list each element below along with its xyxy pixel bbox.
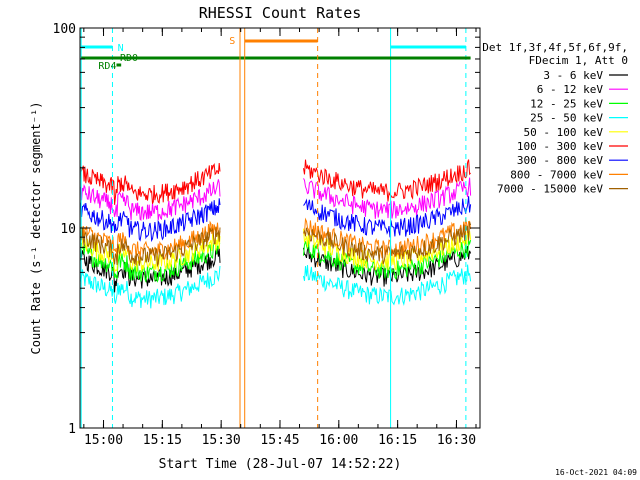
legend-entry-label: 300 - 800 keV bbox=[517, 154, 603, 167]
annotation-s: S bbox=[229, 36, 235, 47]
annotation-n: N bbox=[118, 43, 124, 54]
series-line bbox=[303, 177, 472, 219]
series-line bbox=[303, 196, 472, 238]
footer-timestamp: 16-Oct-2021 04:09 bbox=[555, 468, 637, 477]
legend-entry-label: 25 - 50 keV bbox=[530, 112, 603, 125]
annotation-rd4: RD4 bbox=[98, 61, 116, 72]
series-line bbox=[303, 264, 472, 307]
y-tick-label: 10 bbox=[60, 222, 76, 237]
legend-entry-label: 800 - 7000 keV bbox=[510, 168, 603, 181]
legend-entry-label: 7000 - 15000 keV bbox=[497, 183, 603, 196]
chart-title: RHESSI Count Rates bbox=[199, 4, 362, 22]
series-line bbox=[79, 232, 221, 274]
x-tick-label: 15:45 bbox=[260, 433, 299, 448]
series-line bbox=[303, 245, 472, 287]
series-6-12keV bbox=[79, 177, 472, 221]
legend-header-line-2: FDecim 1, Att 0 bbox=[529, 54, 628, 67]
legend-entry-label: 3 - 6 keV bbox=[543, 69, 603, 82]
series-layer bbox=[79, 159, 472, 309]
series-line bbox=[303, 159, 471, 202]
x-tick-label: 16:00 bbox=[319, 433, 358, 448]
series-300-800keV bbox=[79, 196, 472, 243]
series-line bbox=[79, 265, 221, 309]
series-25-50keV bbox=[79, 264, 472, 309]
x-tick-label: 15:00 bbox=[84, 433, 123, 448]
series-line bbox=[303, 221, 472, 265]
x-tick-label: 16:15 bbox=[378, 433, 417, 448]
series-100-300keV bbox=[79, 159, 471, 205]
x-tick-label: 16:30 bbox=[437, 433, 476, 448]
series-line bbox=[79, 198, 221, 243]
series-line bbox=[79, 179, 221, 221]
y-tick-label: 100 bbox=[53, 22, 76, 37]
x-tick-label: 15:15 bbox=[143, 433, 182, 448]
series-line bbox=[79, 162, 221, 205]
series-line bbox=[79, 226, 221, 268]
legend-entry-label: 6 - 12 keV bbox=[537, 83, 604, 96]
legend-entry-label: 50 - 100 keV bbox=[524, 126, 604, 139]
legend-header-line-1: Det 1f,3f,4f,5f,6f,9f, bbox=[482, 41, 628, 54]
legend: Det 1f,3f,4f,5f,6f,9f, FDecim 1, Att 0 3… bbox=[482, 41, 628, 196]
y-axis-label: Count Rate (s⁻¹ detector segment⁻¹) bbox=[29, 102, 43, 355]
series-7000-15000keV bbox=[79, 221, 472, 268]
legend-entry-label: 12 - 25 keV bbox=[530, 97, 603, 110]
axes-layer: 15:00 15:15 15:30 15:45 16:00 16:15 16:30 1 10 10… bbox=[53, 22, 480, 448]
series-line bbox=[79, 240, 221, 284]
annotation-rd0: RD0 bbox=[120, 53, 138, 64]
y-tick-label: 1 bbox=[68, 422, 76, 437]
x-tick-label: 15:30 bbox=[202, 433, 241, 448]
legend-entry-label: 100 - 300 keV bbox=[517, 140, 603, 153]
x-axis-label: Start Time (28-Jul-07 14:52:22) bbox=[159, 457, 402, 472]
